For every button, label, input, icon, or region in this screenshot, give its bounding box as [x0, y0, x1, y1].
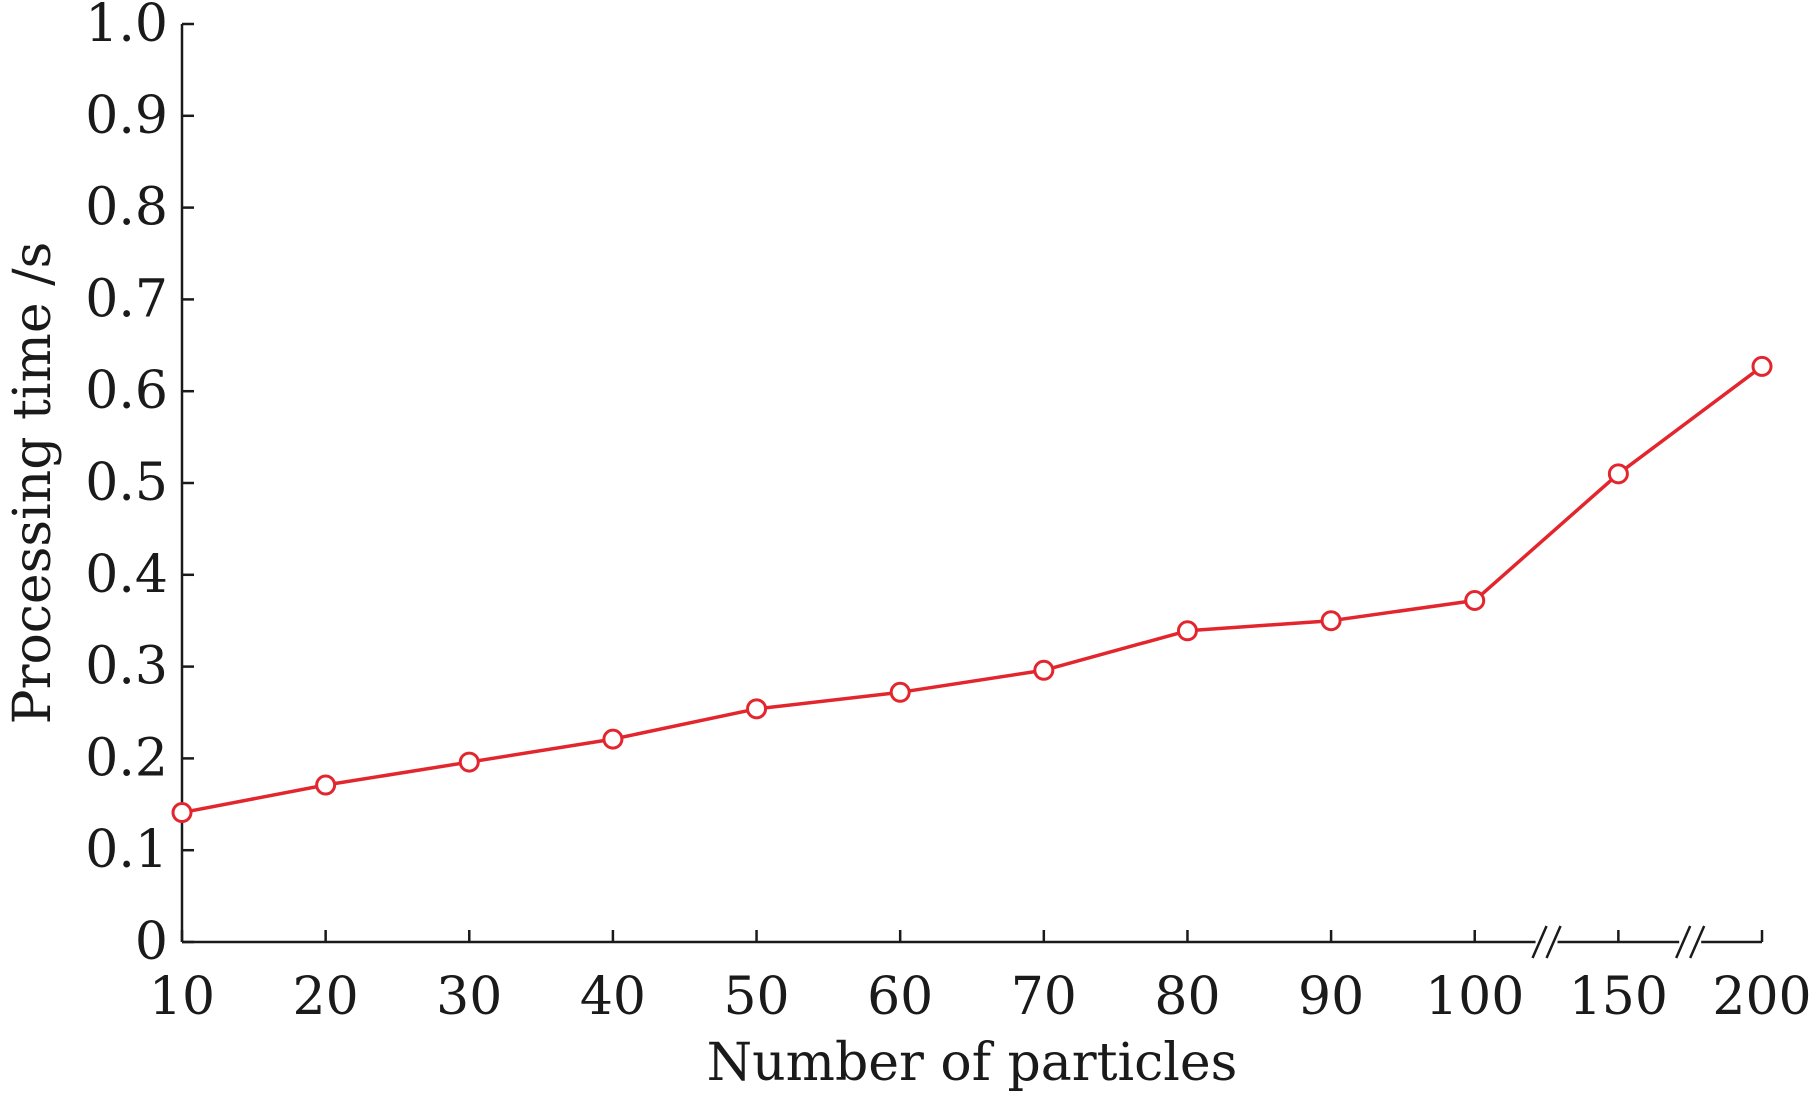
data-point [1607, 463, 1629, 485]
x-tick-label: 10 [149, 967, 215, 1027]
x-tick-label: 40 [580, 967, 646, 1027]
x-tick-label: 20 [293, 967, 359, 1027]
x-tick-label: 30 [436, 967, 502, 1027]
y-tick-label: 0.8 [85, 178, 168, 238]
x-tick-label: 150 [1569, 967, 1668, 1027]
y-axis-title: Processing time /s [3, 242, 63, 725]
axes [180, 24, 1762, 944]
data-point [1464, 590, 1486, 612]
y-ticks: 0 0.1 0.2 0.3 0.4 0.5 0.6 0.7 0.8 0.9 1.0 [85, 0, 194, 972]
data-point [315, 774, 337, 796]
y-tick-label: 0.9 [85, 86, 168, 146]
data-point [746, 698, 768, 720]
y-tick-label: 0.2 [85, 728, 168, 788]
x-tick-label: 60 [867, 967, 933, 1027]
y-tick-label: 0 [135, 912, 168, 972]
x-tick-label: 70 [1011, 967, 1077, 1027]
data-point [1320, 610, 1342, 632]
axis-breaks [1531, 925, 1706, 959]
x-tick-label: 90 [1298, 967, 1364, 1027]
axis-break-mark [1531, 925, 1562, 959]
data-point [602, 728, 624, 750]
data-point [1751, 355, 1773, 377]
data-point [171, 802, 193, 824]
data-point [889, 681, 911, 703]
y-tick-label: 0.6 [85, 361, 168, 421]
y-tick-label: 0.7 [85, 269, 168, 329]
y-tick-label: 0.3 [85, 637, 168, 697]
x-tick-label: 50 [723, 967, 789, 1027]
x-ticks: 10 20 30 40 50 60 70 80 90 100 150 200 [149, 930, 1812, 1027]
y-tick-label: 1.0 [85, 0, 168, 54]
y-tick-label: 0.1 [85, 820, 168, 880]
data-point [1033, 659, 1055, 681]
series-layer [171, 355, 1773, 824]
x-tick-label: 100 [1425, 967, 1524, 1027]
y-tick-label: 0.4 [85, 545, 168, 605]
series-line [181, 365, 1764, 815]
data-point [458, 751, 480, 773]
y-tick-label: 0.5 [85, 453, 168, 513]
data-point [1176, 620, 1198, 642]
x-axis-title: Number of particles [707, 1033, 1238, 1093]
axis-break-mark [1675, 925, 1706, 959]
x-tick-label: 200 [1712, 967, 1811, 1027]
x-tick-label: 80 [1154, 967, 1220, 1027]
